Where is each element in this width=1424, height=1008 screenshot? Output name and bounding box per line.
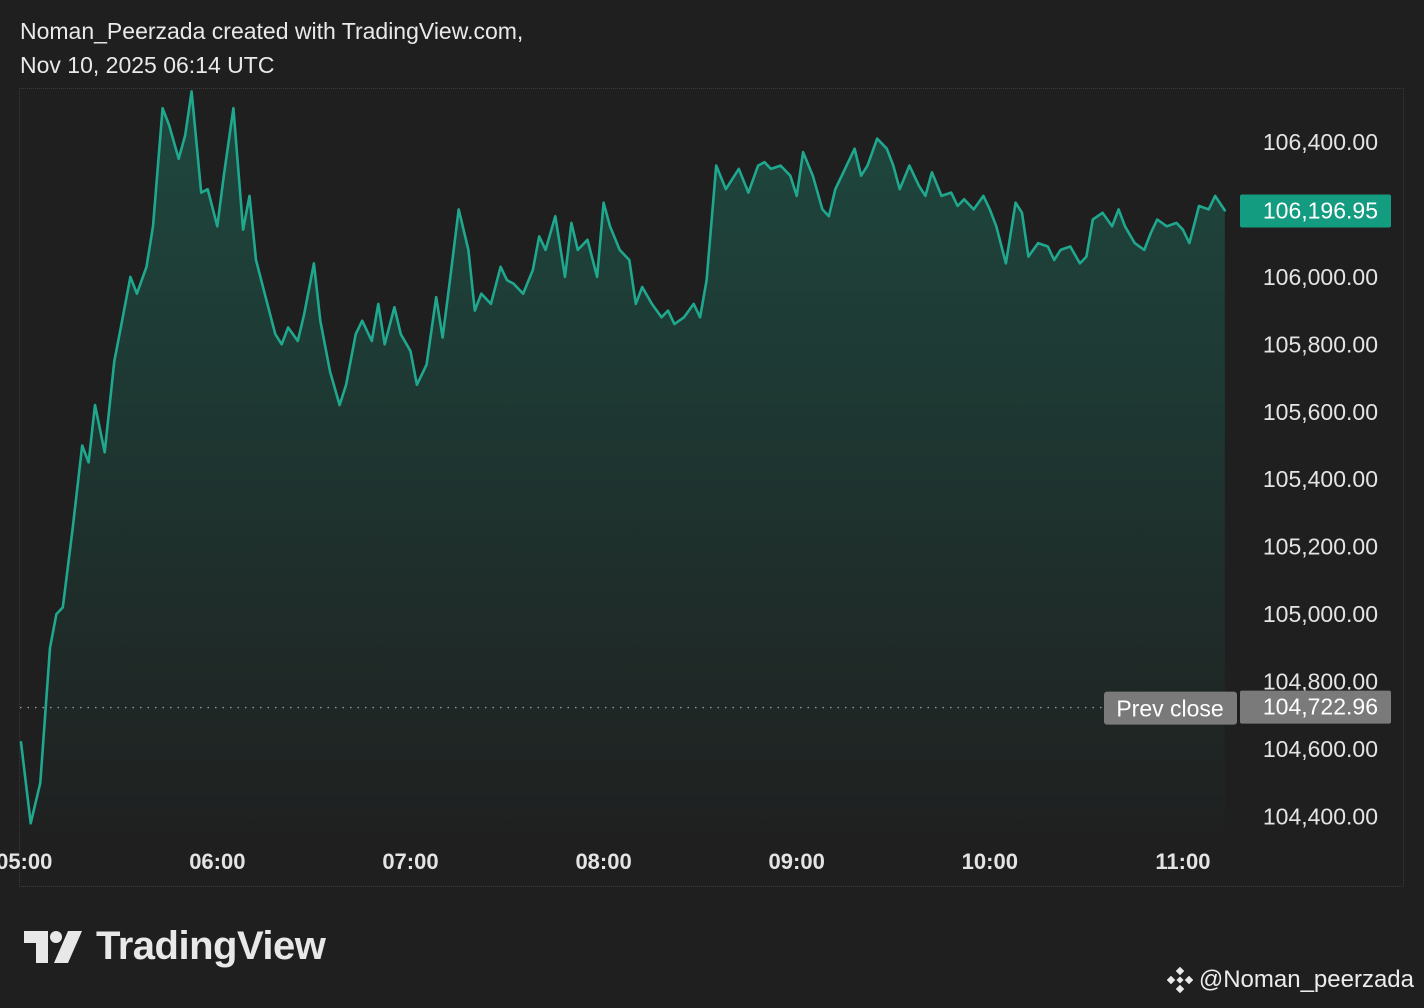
x-tick-label: 09:00 — [769, 849, 825, 874]
chart-header: Noman_Peerzada created with TradingView.… — [20, 14, 523, 82]
y-tick-label: 104,400.00 — [1263, 804, 1378, 830]
prev-close-tag-label: Prev close — [1116, 696, 1223, 722]
y-tick-label: 105,000.00 — [1263, 601, 1378, 627]
watermark-handle: @Noman_peerzada — [1198, 966, 1414, 993]
last-price-badge — [1240, 194, 1391, 228]
x-tick-label: 05:00 — [0, 849, 52, 874]
x-tick-label: 07:00 — [382, 849, 438, 874]
x-axis: 05:00 06:00 07:00 08:00 09:00 10:00 11:00 — [0, 849, 1210, 874]
binance-diamond-icon — [1166, 967, 1193, 993]
tradingview-brand[interactable]: TradingView — [22, 924, 326, 969]
prev-close-tag — [1104, 691, 1237, 725]
y-axis: 106,400.00 106,000.00 105,800.00 105,600.00… — [1263, 129, 1378, 830]
prev-close-badge — [1240, 690, 1391, 724]
y-tick-label: 105,800.00 — [1263, 331, 1378, 357]
price-area-fill — [21, 91, 1225, 830]
y-tick-label: 105,600.00 — [1263, 399, 1378, 425]
author-watermark: @Noman_peerzada — [1166, 966, 1414, 994]
timestamp-line: Nov 10, 2025 06:14 UTC — [20, 52, 275, 78]
prev-close-value: 104,722.96 — [1263, 694, 1378, 720]
y-tick-label: 105,200.00 — [1263, 534, 1378, 560]
x-tick-label: 10:00 — [962, 849, 1018, 874]
author-line: Noman_Peerzada created with TradingView.… — [20, 18, 524, 44]
price-line-series[interactable] — [19, 90, 1227, 825]
y-tick-label: 105,400.00 — [1263, 466, 1378, 492]
y-tick-label: 104,800.00 — [1263, 669, 1378, 695]
tradingview-wordmark: TradingView — [96, 924, 326, 968]
y-tick-label: 104,600.00 — [1263, 736, 1378, 762]
tradingview-logo-icon — [24, 930, 82, 963]
chart-frame[interactable] — [19, 88, 1404, 887]
x-tick-label: 11:00 — [1155, 849, 1210, 874]
y-tick-label: 106,400.00 — [1263, 129, 1378, 155]
x-tick-label: 06:00 — [189, 849, 245, 874]
last-price-label: 106,196.95 — [1263, 197, 1378, 223]
y-tick-label: 106,000.00 — [1263, 264, 1378, 290]
x-tick-label: 08:00 — [575, 849, 631, 874]
